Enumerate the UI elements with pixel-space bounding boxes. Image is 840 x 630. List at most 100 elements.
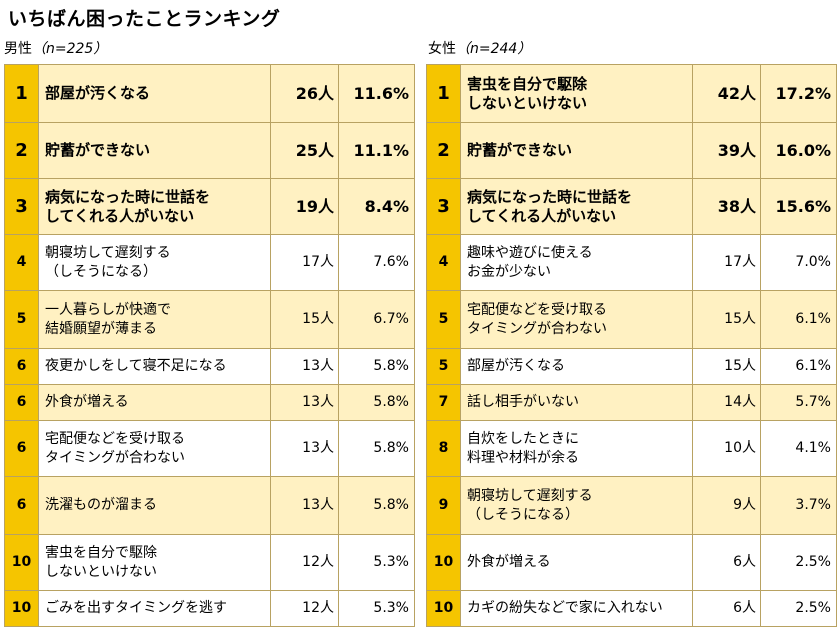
rank-number-cell: 1 <box>426 64 461 123</box>
item-label-cell: 一人暮らしが快適で 結婚願望が薄まる <box>38 290 271 349</box>
rank-number: 5 <box>438 311 449 327</box>
rank-number: 2 <box>437 140 450 161</box>
rank-number: 10 <box>433 554 454 570</box>
item-label: 貯蓄ができない <box>467 141 573 159</box>
percentage-value-cell: 5.3% <box>338 534 415 591</box>
respondent-count: 6人 <box>733 554 756 570</box>
item-label: 貯蓄ができない <box>45 141 151 159</box>
rank-number: 10 <box>11 554 32 570</box>
item-label-cell: 朝寝坊して遅刻する （しそうになる） <box>460 476 693 535</box>
percentage-value-cell: 5.3% <box>338 590 415 627</box>
item-label: 朝寝坊して遅刻する （しそうになる） <box>467 487 593 523</box>
rank-number: 3 <box>437 196 450 217</box>
item-label-cell: 宅配便などを受け取る タイミングが合わない <box>38 420 271 477</box>
table-row: 3 病気になった時に世話を してくれる人がいない 38人 15.6% <box>426 178 837 235</box>
respondent-count-cell: 26人 <box>270 64 339 123</box>
item-label-cell: 趣味や遊びに使える お金が少ない <box>460 234 693 291</box>
rank-number-cell: 7 <box>426 384 461 421</box>
respondent-count-cell: 42人 <box>692 64 761 123</box>
percentage-value: 5.8% <box>373 358 409 374</box>
percentage-value: 5.3% <box>373 554 409 570</box>
percentage-value: 11.6% <box>353 84 409 103</box>
rank-number: 6 <box>16 440 27 456</box>
table-row: 6 外食が増える 13人 5.8% <box>4 384 415 421</box>
respondent-count: 13人 <box>302 394 334 410</box>
item-label: 話し相手がいない <box>467 394 579 410</box>
table-row: 4 趣味や遊びに使える お金が少ない 17人 7.0% <box>426 234 837 291</box>
table-row: 1 部屋が汚くなる 26人 11.6% <box>4 64 415 123</box>
item-label-cell: 病気になった時に世話を してくれる人がいない <box>38 178 271 235</box>
item-label: 害虫を自分で駆除 しないといけない <box>467 74 588 112</box>
percentage-value-cell: 15.6% <box>760 178 837 235</box>
respondent-count: 17人 <box>302 254 334 270</box>
percentage-value: 8.4% <box>364 197 409 216</box>
rank-number-cell: 6 <box>4 348 39 385</box>
table-row: 4 朝寝坊して遅刻する （しそうになる） 17人 7.6% <box>4 234 415 291</box>
percentage-value: 6.7% <box>373 311 409 327</box>
respondent-count: 13人 <box>302 358 334 374</box>
percentage-value: 5.7% <box>795 394 831 410</box>
rank-number: 7 <box>438 394 449 410</box>
respondent-count: 15人 <box>302 311 334 327</box>
table-row: 2 貯蓄ができない 25人 11.1% <box>4 122 415 179</box>
item-label-cell: 話し相手がいない <box>460 384 693 421</box>
item-label: カギの紛失などで家に入れない <box>467 600 663 616</box>
rank-number-cell: 5 <box>426 290 461 349</box>
rank-number-cell: 4 <box>426 234 461 291</box>
percentage-value: 5.8% <box>373 440 409 456</box>
rank-number: 4 <box>16 254 27 270</box>
respondent-count-cell: 13人 <box>270 420 339 477</box>
male-n-label: （n=225） <box>32 41 108 57</box>
percentage-value: 15.6% <box>775 197 831 216</box>
rank-number-cell: 1 <box>4 64 39 123</box>
respondent-count: 39人 <box>717 141 756 160</box>
percentage-value-cell: 6.1% <box>760 290 837 349</box>
respondent-count: 42人 <box>717 84 756 103</box>
rank-number: 1 <box>15 83 28 104</box>
item-label: 宅配便などを受け取る タイミングが合わない <box>45 430 185 466</box>
percentage-value-cell: 5.8% <box>338 420 415 477</box>
percentage-value-cell: 6.1% <box>760 348 837 385</box>
percentage-value: 3.7% <box>795 497 831 513</box>
percentage-value-cell: 5.7% <box>760 384 837 421</box>
respondent-count-cell: 15人 <box>692 290 761 349</box>
rank-number-cell: 10 <box>426 590 461 627</box>
respondent-count: 25人 <box>295 141 334 160</box>
rank-number-cell: 6 <box>4 384 39 421</box>
table-row: 5 部屋が汚くなる 15人 6.1% <box>426 348 837 385</box>
item-label-cell: 害虫を自分で駆除 しないといけない <box>38 534 271 591</box>
respondent-count-cell: 15人 <box>692 348 761 385</box>
percentage-value-cell: 2.5% <box>760 534 837 591</box>
rank-number: 10 <box>433 600 454 616</box>
respondent-count-cell: 17人 <box>270 234 339 291</box>
rank-number: 3 <box>15 196 28 217</box>
table-row: 7 話し相手がいない 14人 5.7% <box>426 384 837 421</box>
percentage-value-cell: 7.6% <box>338 234 415 291</box>
item-label-cell: 貯蓄ができない <box>38 122 271 179</box>
item-label: 病気になった時に世話を してくれる人がいない <box>467 187 633 225</box>
respondent-count-cell: 6人 <box>692 590 761 627</box>
item-label: 外食が増える <box>467 554 551 570</box>
table-row: 3 病気になった時に世話を してくれる人がいない 19人 8.4% <box>4 178 415 235</box>
respondent-count-cell: 12人 <box>270 534 339 591</box>
respondent-count-cell: 13人 <box>270 476 339 535</box>
item-label-cell: カギの紛失などで家に入れない <box>460 590 693 627</box>
item-label-cell: 部屋が汚くなる <box>460 348 693 385</box>
percentage-value-cell: 17.2% <box>760 64 837 123</box>
item-label: 朝寝坊して遅刻する （しそうになる） <box>45 244 171 280</box>
rank-number: 9 <box>438 497 449 513</box>
percentage-value: 5.8% <box>373 497 409 513</box>
respondent-count-cell: 17人 <box>692 234 761 291</box>
male-ranking-table: 1 部屋が汚くなる 26人 11.6% 2 貯蓄ができない 25人 11.1% 3 病気になった時… <box>4 64 415 627</box>
rank-number-cell: 5 <box>4 290 39 349</box>
percentage-value-cell: 7.0% <box>760 234 837 291</box>
female-subtitle: 女性（n=244） <box>428 38 531 58</box>
percentage-value-cell: 4.1% <box>760 420 837 477</box>
percentage-value: 7.6% <box>373 254 409 270</box>
item-label: 夜更かしをして寝不足になる <box>45 358 227 374</box>
table-row: 10 害虫を自分で駆除 しないといけない 12人 5.3% <box>4 534 415 591</box>
percentage-value: 2.5% <box>795 554 831 570</box>
respondent-count: 15人 <box>724 358 756 374</box>
respondent-count: 26人 <box>295 84 334 103</box>
female-group-label: 女性 <box>428 41 456 57</box>
